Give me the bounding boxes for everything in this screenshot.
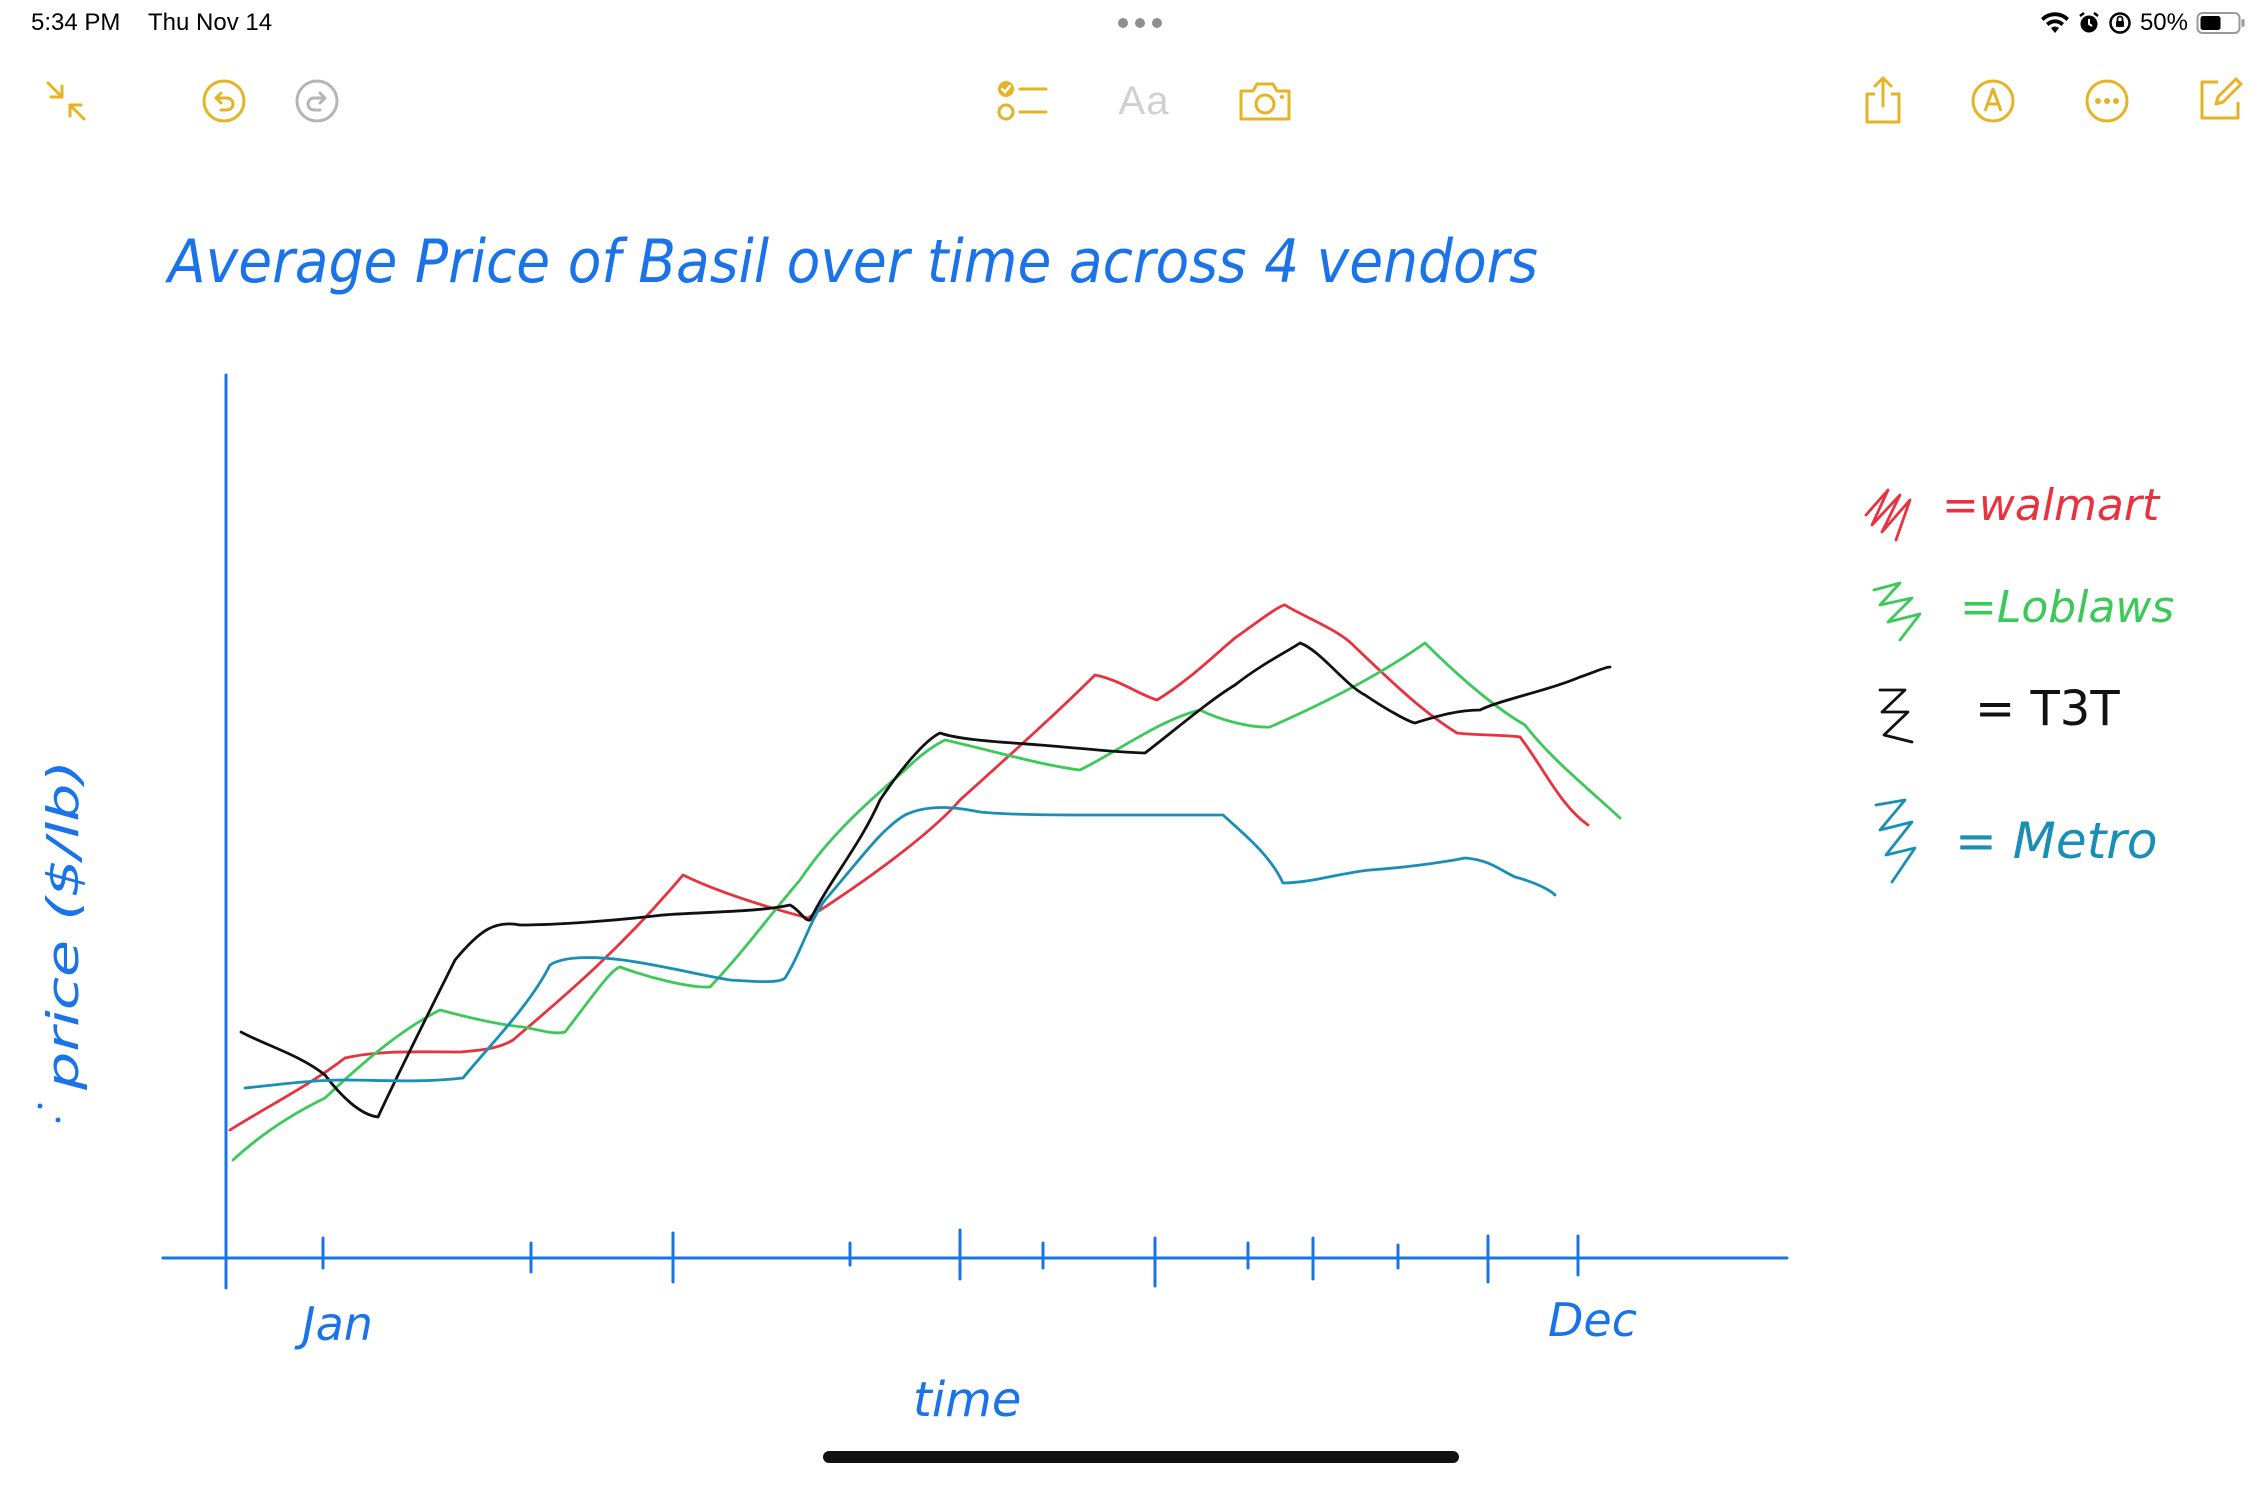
handwritten-chart: Average Price of Basil over time across … [37, 227, 2174, 1428]
redo-button[interactable] [291, 75, 343, 127]
battery-percentage: 50% [2139, 9, 2188, 36]
checklist-button[interactable] [995, 75, 1051, 127]
more-icon [2085, 79, 2129, 123]
status-bar: 5:34 PM Thu Nov 14 50% [0, 0, 2266, 48]
format-icon: Aa [1118, 78, 1170, 123]
x-end-label: Dec [1548, 1293, 1637, 1347]
markup-icon [1971, 79, 2015, 123]
collapse-button[interactable] [40, 75, 92, 127]
legend-label-walmart: =walmart [1942, 480, 2161, 531]
note-toolbar: Aa [0, 60, 2266, 140]
legend-label-t3t: = T3T [1975, 681, 2120, 737]
share-button[interactable] [1859, 72, 1907, 128]
camera-button[interactable] [1235, 75, 1295, 127]
alarm-icon [2079, 12, 2099, 33]
orientation-lock-icon [2109, 12, 2131, 34]
battery-icon [2196, 12, 2245, 34]
note-title: Average Price of Basil over time across … [164, 227, 1538, 297]
series-line-loblaws [231, 641, 1622, 1162]
multitasking-dots-icon[interactable] [1116, 16, 1164, 30]
series-line-walmart [228, 603, 1590, 1132]
more-button[interactable] [2081, 75, 2133, 127]
x-start-label: Jan [294, 1297, 373, 1351]
redo-icon [295, 79, 339, 123]
legend-item-t3t: = T3T [1878, 681, 2120, 744]
stray-mark [55, 1117, 61, 1123]
undo-icon [202, 79, 246, 123]
series-line-t3t [239, 641, 1612, 1119]
stray-mark [37, 1103, 43, 1109]
x-axis-ticks [321, 1228, 1580, 1288]
legend-item-loblaws: =Loblaws [1872, 581, 2174, 642]
y-axis-label: price ($/lb) [38, 760, 89, 1091]
compose-icon [2200, 77, 2243, 120]
legend-swatch-t3t [1878, 688, 1914, 744]
status-time: 5:34 PM [31, 9, 121, 36]
collapse-icon [46, 81, 86, 121]
share-icon [1865, 76, 1901, 124]
legend: =walmart =Loblaws = T3T = Metro [1864, 480, 2174, 884]
legend-swatch-metro [1874, 798, 1917, 884]
legend-item-metro: = Metro [1874, 798, 2157, 884]
wifi-icon [2040, 12, 2069, 33]
status-indicators: 50% [2040, 8, 2246, 38]
format-button[interactable]: Aa [1108, 73, 1180, 129]
drawing-canvas[interactable]: Average Price of Basil over time across … [0, 150, 2266, 1450]
markup-button[interactable] [1967, 75, 2019, 127]
legend-swatch-loblaws [1872, 581, 1922, 642]
legend-swatch-walmart [1864, 488, 1912, 542]
camera-icon [1239, 82, 1291, 121]
legend-item-walmart: =walmart [1864, 480, 2161, 542]
x-axis-label: time [913, 1372, 1021, 1428]
checklist-icon [997, 81, 1048, 121]
compose-button[interactable] [2194, 73, 2246, 127]
status-date: Thu Nov 14 [148, 9, 273, 36]
undo-button[interactable] [198, 75, 250, 127]
legend-label-metro: = Metro [1955, 812, 2157, 870]
series-line-metro [243, 806, 1557, 1090]
home-indicator[interactable] [823, 1451, 1459, 1463]
legend-label-loblaws: =Loblaws [1960, 582, 2174, 633]
